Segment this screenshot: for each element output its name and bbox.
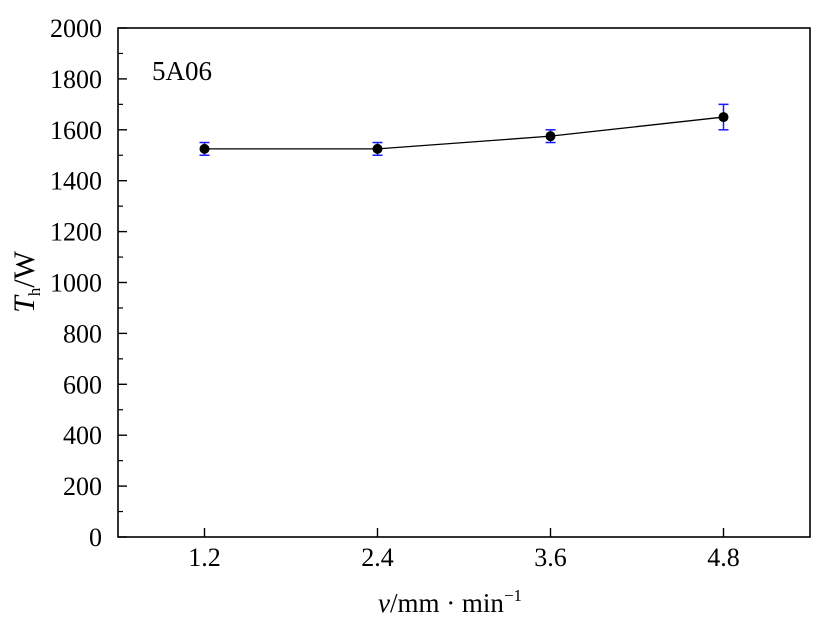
y-tick-label: 1000 [50, 269, 102, 298]
svg-text:Th/W: Th/W [8, 250, 44, 313]
series-layer [199, 103, 729, 156]
x-tick-label: 2.4 [361, 543, 394, 572]
y-axis-label-subscript: h [25, 287, 44, 296]
y-tick-label: 1400 [50, 167, 102, 196]
y-tick-label: 400 [63, 421, 102, 450]
x-axis-label-superscript: −1 [504, 586, 522, 605]
y-tick-label: 2000 [50, 14, 102, 43]
series-line [204, 116, 724, 150]
data-point [372, 143, 383, 154]
x-tick-label: 1.2 [188, 543, 221, 572]
y-tick-label: 1800 [50, 65, 102, 94]
y-axis-label-symbol: T [8, 294, 41, 313]
y-tick-label: 0 [89, 523, 102, 552]
y-axis: 0 200 400 600 800 1000 1200 1400 1600 1800 2000 [50, 14, 127, 552]
x-axis-label-rest: /mm · min [390, 588, 504, 618]
y-axis-label: Th/W [8, 250, 44, 313]
x-axis-label-symbol: v [378, 588, 390, 618]
annotation-label: 5A06 [152, 56, 212, 86]
y-axis-label-unit: /W [8, 250, 41, 287]
y-tick-label: 1200 [50, 218, 102, 247]
x-axis-label: v/mm · min−1 [378, 586, 522, 618]
y-tick-label: 1600 [50, 116, 102, 145]
data-point [199, 143, 210, 154]
x-tick-label: 4.8 [707, 543, 740, 572]
x-tick-label: 3.6 [534, 543, 567, 572]
y-tick-label: 200 [63, 472, 102, 501]
y-tick-label: 800 [63, 319, 102, 348]
plot-frame [117, 27, 811, 538]
data-point [545, 131, 556, 142]
data-point [718, 112, 729, 123]
y-tick-label: 600 [63, 370, 102, 399]
x-axis: 1.2 2.4 3.6 4.8 [188, 528, 740, 572]
